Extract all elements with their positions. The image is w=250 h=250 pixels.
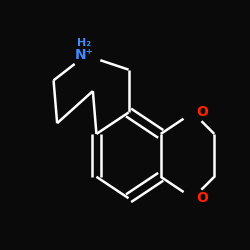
Text: N⁺: N⁺ <box>74 48 93 62</box>
Text: O: O <box>196 106 208 120</box>
Text: O: O <box>196 191 208 205</box>
Text: H₂: H₂ <box>77 38 91 48</box>
